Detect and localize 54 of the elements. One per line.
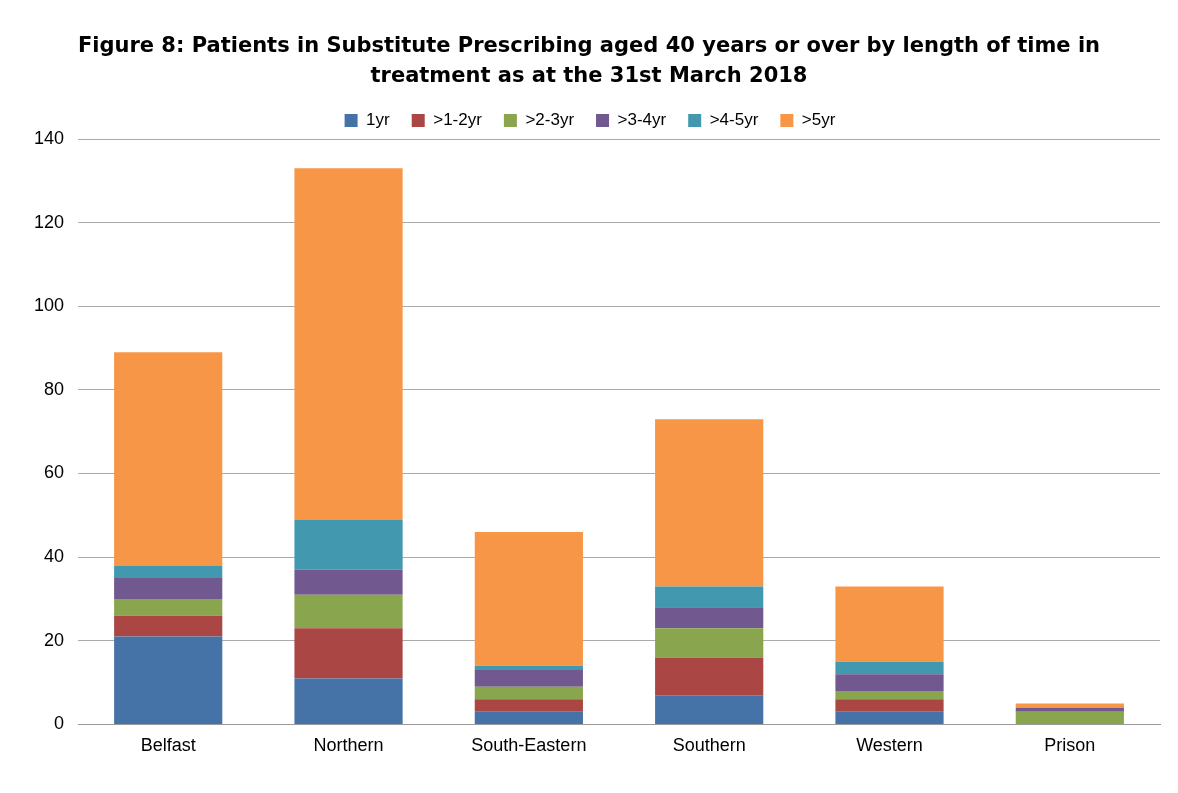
legend-label: >4-5yr xyxy=(709,110,759,130)
bar xyxy=(294,569,403,595)
bar xyxy=(294,678,403,724)
x-tick-label: Belfast xyxy=(140,735,196,756)
bar xyxy=(474,711,583,724)
bar xyxy=(655,695,764,724)
bar xyxy=(1015,707,1124,712)
bar xyxy=(474,532,583,666)
y-tick-label: 140 xyxy=(33,127,65,148)
bar xyxy=(1015,711,1124,724)
bar xyxy=(474,699,583,712)
bar xyxy=(835,674,944,691)
y-tick-label: 40 xyxy=(44,546,65,567)
bar xyxy=(835,711,944,724)
x-tick-label: Western xyxy=(856,735,923,756)
x-tick-label: South-Eastern xyxy=(471,735,587,756)
bar xyxy=(114,352,223,566)
bar xyxy=(294,519,403,570)
bar xyxy=(835,586,944,662)
chart-title: Figure 8: Patients in Substitute Prescribing aged 40 years or over by length of time in treatment as at the 31st March 2018 xyxy=(76,32,1102,89)
bar xyxy=(474,686,583,700)
bar xyxy=(114,565,223,579)
bar xyxy=(655,586,764,608)
y-tick-label: 0 xyxy=(54,713,65,734)
bar xyxy=(655,419,764,587)
bar xyxy=(474,665,583,671)
legend-label: 1yr xyxy=(366,110,391,130)
legend-label: >1-2yr xyxy=(433,110,483,130)
y-tick-label: 80 xyxy=(44,378,65,399)
bar xyxy=(835,661,944,675)
legend-label: >2-3yr xyxy=(525,110,575,130)
bar xyxy=(835,690,944,700)
legend-label: >3-4yr xyxy=(617,110,667,130)
bar xyxy=(294,594,403,629)
x-tick-label: Prison xyxy=(1044,735,1096,756)
bar xyxy=(114,615,223,637)
bar xyxy=(294,168,403,520)
bar xyxy=(655,657,764,696)
x-tick-label: Northern xyxy=(313,735,384,756)
bar xyxy=(294,628,403,679)
bar xyxy=(114,598,223,616)
bar xyxy=(114,578,223,599)
bar xyxy=(1015,703,1124,708)
y-tick-label: 60 xyxy=(44,462,65,483)
legend-label: >5yr xyxy=(801,110,836,130)
bar xyxy=(835,699,944,712)
y-tick-label: 100 xyxy=(33,295,65,316)
y-tick-label: 120 xyxy=(33,211,65,232)
bar xyxy=(655,607,764,629)
y-tick-label: 20 xyxy=(44,629,65,650)
bar xyxy=(655,628,764,658)
x-tick-label: Southern xyxy=(672,735,746,756)
bar xyxy=(114,636,223,724)
bar xyxy=(474,670,583,687)
